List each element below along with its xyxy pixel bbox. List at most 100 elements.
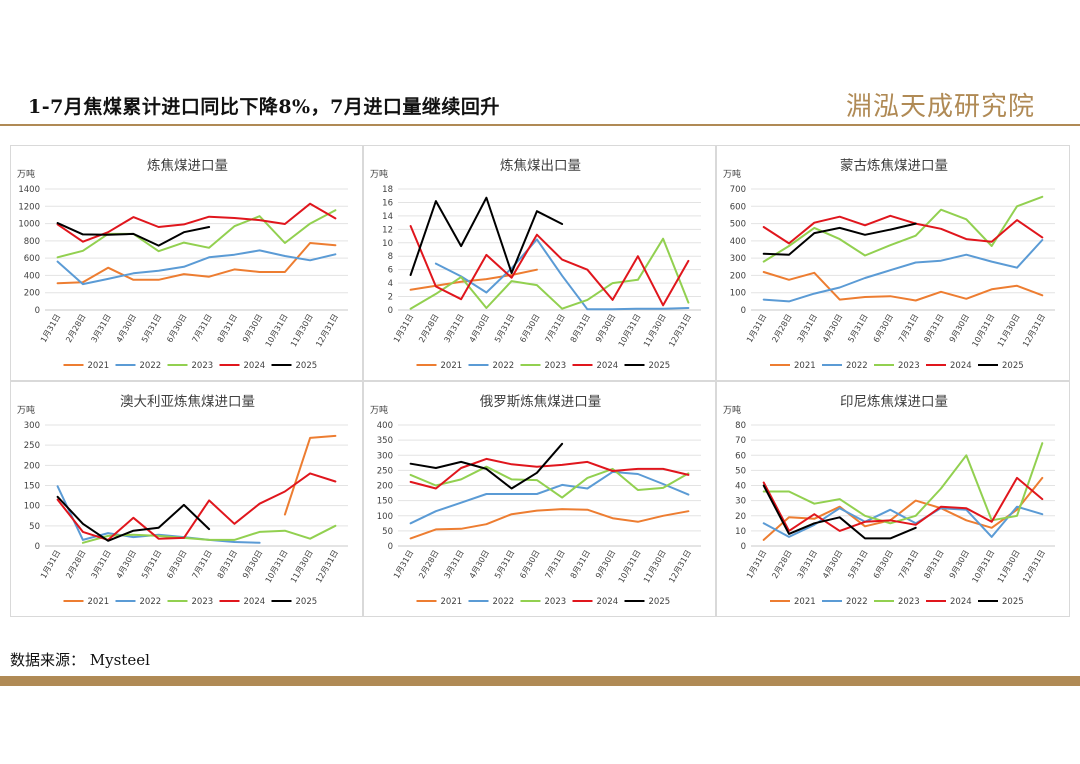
chart-2-y-tick-label: 300: [730, 254, 746, 264]
chart-3-series-2025-line: [56, 495, 211, 542]
chart-panel-australia: 澳大利亚炼焦煤进口量 万吨 0 50 100 150 200 250 300 1月31日 2月28日…: [10, 381, 363, 617]
chart-0-series-2021-line: [56, 242, 337, 285]
chart-0-legend-label-2021: 2021: [88, 361, 110, 371]
chart-2-x-tick-label: 12月31日: [1021, 313, 1047, 349]
chart-1-x-tick-label: 1月31日: [392, 313, 415, 345]
chart-0-title: 炼焦煤进口量: [147, 158, 228, 174]
chart-0-y-tick-label: 400: [24, 271, 40, 281]
chart-0-x-tick-label: 6月30日: [165, 313, 188, 345]
chart-0-y-tick-label: 800: [24, 237, 40, 247]
chart-2-title: 蒙古炼焦煤进口量: [840, 158, 948, 174]
chart-2-series-2022-line: [762, 239, 1044, 303]
chart-0-y-tick-label: 1000: [18, 220, 40, 230]
chart-5-title: 印尼炼焦煤进口量: [840, 394, 948, 410]
chart-3-y-tick-label: 300: [24, 421, 40, 431]
chart-3-x-tick-label: 9月30日: [241, 549, 264, 581]
chart-5-x-tick-label: 8月31日: [922, 549, 945, 581]
chart-5-y-tick-label: 30: [735, 497, 746, 507]
chart-0-x-tick-label: 4月30日: [115, 313, 138, 345]
chart-5-y-tick-label: 10: [735, 527, 746, 537]
chart-2-series-2021-line: [762, 271, 1044, 302]
chart-3-x-tick-label: 1月31日: [39, 549, 62, 581]
chart-3-y-tick-label: 0: [35, 542, 40, 552]
chart-4-y-tick-label: 300: [377, 451, 393, 461]
chart-1-series-2021-line: [409, 268, 538, 291]
chart-panel-russia: 俄罗斯炼焦煤进口量 万吨 0 50 100 150 200 250 300 350 400 1月31日…: [363, 381, 716, 617]
chart-5-x-tick-label: 9月30日: [948, 549, 971, 581]
chart-1-x-tick-label: 2月28日: [417, 313, 440, 345]
chart-1-title: 炼焦煤出口量: [500, 158, 581, 174]
chart-2-y-tick-label: 700: [730, 185, 746, 195]
chart-4-legend-label-2024: 2024: [597, 597, 619, 607]
chart-3-legend-label-2023: 2023: [192, 597, 214, 607]
brand-logo: 淵泓天成研究院: [846, 92, 1036, 122]
chart-5-series-2023-line: [762, 442, 1044, 525]
chart-3-legend-label-2022: 2022: [140, 597, 162, 607]
chart-2-y-tick-label: 500: [730, 220, 746, 230]
chart-2-x-tick-label: 8月31日: [922, 313, 945, 345]
chart-4-legend-label-2023: 2023: [545, 597, 567, 607]
chart-3-series-2021-line: [283, 434, 337, 516]
chart-1-x-tick-label: 6月30日: [518, 313, 541, 345]
chart-0-legend-label-2023: 2023: [192, 361, 214, 371]
chart-1-y-tick-label: 12: [382, 225, 393, 235]
chart-1-legend-label-2025: 2025: [649, 361, 671, 371]
chart-2-unit-label: 万吨: [723, 168, 741, 180]
chart-3-y-tick-label: 100: [24, 502, 40, 512]
chart-4-y-tick-label: 50: [382, 527, 393, 537]
chart-1-x-tick-label: 12月31日: [667, 313, 693, 349]
chart-2-y-tick-label: 400: [730, 237, 746, 247]
chart-4-x-tick-label: 6月30日: [518, 549, 541, 581]
chart-2-x-tick-label: 5月31日: [846, 313, 869, 345]
chart-1-legend-label-2021: 2021: [441, 361, 463, 371]
chart-3-x-tick-label: 12月31日: [314, 549, 340, 585]
chart-0-x-tick-label: 2月28日: [64, 313, 87, 345]
chart-0-y-tick-label: 600: [24, 254, 40, 264]
chart-5-y-tick-label: 60: [735, 451, 746, 461]
chart-5-series-2022-line: [762, 505, 1044, 538]
chart-2-x-tick-label: 1月31日: [745, 313, 768, 345]
chart-4-x-tick-label: 8月31日: [569, 549, 592, 581]
chart-5-legend-label-2025: 2025: [1002, 597, 1024, 607]
chart-3-y-tick-label: 200: [24, 461, 40, 471]
chart-3-unit-label: 万吨: [17, 404, 35, 416]
chart-4-x-tick-label: 10月31日: [617, 549, 643, 585]
chart-1-legend-label-2022: 2022: [493, 361, 515, 371]
chart-1-series-2022-line: [434, 238, 690, 311]
chart-5-y-tick-label: 0: [741, 542, 746, 552]
chart-4-y-tick-label: 400: [377, 421, 393, 431]
chart-5-x-tick-label: 10月31日: [970, 549, 996, 585]
chart-5-legend-label-2023: 2023: [898, 597, 920, 607]
chart-1-x-tick-label: 8月31日: [569, 313, 592, 345]
chart-0-series-2023-line: [56, 209, 337, 259]
chart-2-legend-label-2021: 2021: [794, 361, 816, 371]
chart-0-x-tick-label: 11月30日: [289, 313, 315, 349]
chart-2-y-tick-label: 100: [730, 289, 746, 299]
chart-4-series-2025-line: [409, 442, 564, 490]
chart-0-x-tick-label: 5月31日: [140, 313, 163, 345]
chart-4-unit-label: 万吨: [370, 404, 388, 416]
chart-2-legend-label-2022: 2022: [846, 361, 868, 371]
chart-3-title: 澳大利亚炼焦煤进口量: [120, 394, 255, 410]
chart-4-x-tick-label: 5月31日: [493, 549, 516, 581]
chart-4-legend-label-2021: 2021: [441, 597, 463, 607]
chart-2-x-tick-label: 9月30日: [948, 313, 971, 345]
chart-4-title: 俄罗斯炼焦煤进口量: [480, 394, 602, 410]
chart-3-x-tick-label: 4月30日: [115, 549, 138, 581]
chart-5-y-tick-label: 40: [735, 482, 746, 492]
chart-2-x-tick-label: 10月31日: [970, 313, 996, 349]
chart-0-legend-label-2024: 2024: [244, 361, 266, 371]
chart-1-series-2024-line: [409, 225, 690, 307]
header-divider: [0, 124, 1080, 126]
chart-4-y-tick-label: 150: [377, 497, 393, 507]
chart-2-x-tick-label: 3月31日: [796, 313, 819, 345]
chart-5-x-tick-label: 1月31日: [745, 549, 768, 581]
chart-4-y-tick-label: 350: [377, 436, 393, 446]
chart-1-x-tick-label: 7月31日: [543, 313, 566, 345]
chart-4-series-2021-line: [409, 508, 690, 540]
chart-5-x-tick-label: 5月31日: [846, 549, 869, 581]
